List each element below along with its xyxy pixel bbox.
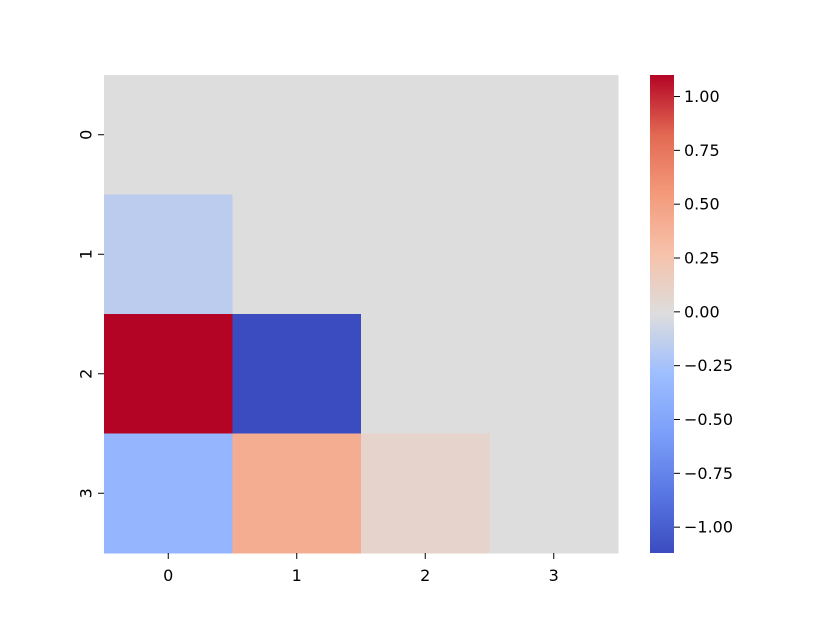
heatmap-cell-r3-c3 <box>489 433 619 554</box>
colorbar-tick-label: −0.50 <box>684 410 733 429</box>
heatmap-cell-r2-c0 <box>104 314 233 434</box>
heatmap-cell-r3-c1 <box>232 433 362 554</box>
heatmap-cell-r1-c0 <box>104 194 233 315</box>
y-tick-label: 3 <box>77 488 96 498</box>
x-tick-label: 3 <box>549 566 559 585</box>
heatmap-cell-r3-c0 <box>104 433 233 554</box>
x-tick-label: 0 <box>163 566 173 585</box>
heatmap-cell-r1-c3 <box>489 194 619 315</box>
heatmap-cell-r0-c1 <box>232 75 362 195</box>
colorbar-tick-label: −0.25 <box>684 356 733 375</box>
heatmap-cell-r1-c2 <box>361 194 490 315</box>
colorbar-ticks: 1.00 0.75 0.50 0.25 0.00 −0.25 −0.50 −0.75 −1.00 <box>674 87 733 537</box>
heatmap-cell-r0-c3 <box>489 75 619 195</box>
x-axis: 0 1 2 3 <box>163 553 559 585</box>
y-tick-label: 0 <box>77 130 96 140</box>
heatmap-cell-r2-c1 <box>232 314 362 434</box>
y-axis: 0 1 2 3 <box>77 130 104 498</box>
y-tick-label: 2 <box>77 369 96 379</box>
colorbar-tick-label: −1.00 <box>684 518 733 537</box>
heatmap-cell-r0-c0 <box>104 75 233 195</box>
heatmap-cell-r1-c1 <box>232 194 362 315</box>
heatmap-cell-r0-c2 <box>361 75 490 195</box>
x-tick-label: 2 <box>420 566 430 585</box>
colorbar-tick-label: 1.00 <box>684 87 720 106</box>
heatmap-cell-r3-c2 <box>361 433 490 554</box>
x-tick-label: 1 <box>292 566 302 585</box>
colorbar-tick-label: −0.75 <box>684 464 733 483</box>
colorbar-tick-label: 0.25 <box>684 249 720 268</box>
colorbar-tick-label: 0.00 <box>684 302 720 321</box>
heatmap-cell-r2-c3 <box>489 314 619 434</box>
y-tick-label: 1 <box>77 249 96 259</box>
colorbar-tick-label: 0.75 <box>684 141 720 160</box>
colorbar-gradient <box>650 75 674 553</box>
heatmap-cells <box>104 75 619 554</box>
colorbar-tick-label: 0.50 <box>684 195 720 214</box>
colorbar: 1.00 0.75 0.50 0.25 0.00 −0.25 −0.50 −0.75 −1.00 <box>650 75 733 553</box>
heatmap-cell-r2-c2 <box>361 314 490 434</box>
